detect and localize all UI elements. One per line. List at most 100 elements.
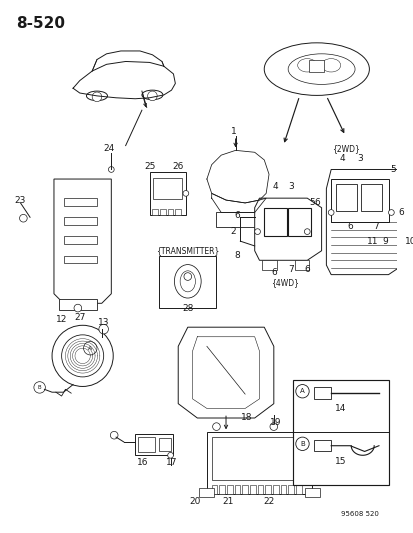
Bar xyxy=(402,217,413,237)
Bar xyxy=(292,380,387,485)
Circle shape xyxy=(19,214,27,222)
Bar xyxy=(313,440,330,451)
Text: 21: 21 xyxy=(222,497,233,506)
Text: 18: 18 xyxy=(241,413,252,422)
Circle shape xyxy=(328,209,333,215)
Circle shape xyxy=(147,91,157,101)
Bar xyxy=(263,208,287,237)
Text: {TRANSMITTER}: {TRANSMITTER} xyxy=(156,246,219,255)
Text: 5: 5 xyxy=(389,165,395,174)
Circle shape xyxy=(74,304,81,312)
Ellipse shape xyxy=(86,91,107,101)
Bar xyxy=(59,298,97,310)
Ellipse shape xyxy=(180,271,195,292)
Text: 16: 16 xyxy=(137,458,148,467)
Ellipse shape xyxy=(263,43,368,95)
Circle shape xyxy=(387,209,393,215)
Bar xyxy=(199,488,213,497)
Text: 4: 4 xyxy=(272,182,278,191)
Circle shape xyxy=(304,229,309,235)
Text: 13: 13 xyxy=(98,318,109,327)
Circle shape xyxy=(108,167,114,172)
Bar xyxy=(63,255,97,263)
Polygon shape xyxy=(178,327,273,418)
Circle shape xyxy=(212,423,220,431)
Ellipse shape xyxy=(321,59,340,72)
Bar xyxy=(242,485,247,495)
Circle shape xyxy=(92,92,102,102)
Bar xyxy=(330,179,387,222)
Bar xyxy=(295,485,301,495)
Bar xyxy=(206,432,311,495)
Ellipse shape xyxy=(297,59,316,72)
Bar xyxy=(175,209,180,215)
Bar xyxy=(234,485,240,495)
Text: A: A xyxy=(88,346,92,351)
Text: 25: 25 xyxy=(143,162,155,171)
Text: 9: 9 xyxy=(382,237,387,246)
Bar xyxy=(211,437,306,480)
Bar xyxy=(305,488,319,497)
Ellipse shape xyxy=(287,54,354,84)
Text: 7: 7 xyxy=(372,222,378,231)
Bar xyxy=(138,437,155,453)
Bar xyxy=(167,209,173,215)
Circle shape xyxy=(99,324,108,334)
Circle shape xyxy=(295,437,309,450)
Text: 14: 14 xyxy=(334,404,346,413)
Circle shape xyxy=(110,431,118,439)
Bar xyxy=(272,485,278,495)
Circle shape xyxy=(298,423,306,431)
Text: 6: 6 xyxy=(270,268,276,277)
Bar xyxy=(160,209,165,215)
Text: 22: 22 xyxy=(263,497,274,506)
Text: 5: 5 xyxy=(309,198,314,207)
Text: 6: 6 xyxy=(397,208,403,217)
Text: A: A xyxy=(299,388,304,394)
Circle shape xyxy=(62,335,103,377)
Bar xyxy=(63,198,97,206)
Text: 6: 6 xyxy=(234,211,240,220)
Bar xyxy=(287,485,293,495)
Bar xyxy=(294,260,309,270)
Bar xyxy=(135,434,173,455)
Text: 27: 27 xyxy=(74,313,85,322)
Polygon shape xyxy=(54,179,111,303)
Circle shape xyxy=(83,342,97,355)
Ellipse shape xyxy=(174,264,201,298)
Text: 7: 7 xyxy=(287,265,293,274)
Circle shape xyxy=(295,384,309,398)
Text: 23: 23 xyxy=(15,196,26,205)
Text: B: B xyxy=(299,441,304,447)
Bar xyxy=(152,209,158,215)
Text: 15: 15 xyxy=(334,457,346,465)
Circle shape xyxy=(183,273,191,280)
Circle shape xyxy=(52,325,113,386)
Bar xyxy=(280,485,285,495)
Bar xyxy=(211,485,217,495)
Text: 24: 24 xyxy=(104,144,115,153)
Bar xyxy=(360,184,381,211)
Text: 6: 6 xyxy=(304,265,309,274)
Text: 10: 10 xyxy=(404,237,413,246)
Circle shape xyxy=(183,190,188,196)
Text: B: B xyxy=(38,385,41,390)
Text: 28: 28 xyxy=(182,304,193,312)
Text: 6: 6 xyxy=(347,222,352,231)
Text: 12: 12 xyxy=(56,315,67,324)
Text: 1: 1 xyxy=(230,127,236,136)
Circle shape xyxy=(167,453,173,458)
Bar xyxy=(309,60,324,72)
Bar xyxy=(63,217,97,225)
Circle shape xyxy=(269,423,277,431)
Text: {4WD}: {4WD} xyxy=(271,278,299,287)
Text: 2: 2 xyxy=(230,227,236,236)
Bar xyxy=(335,184,356,211)
Bar xyxy=(219,485,225,495)
Bar xyxy=(313,387,330,399)
Bar xyxy=(63,237,97,244)
Text: 4: 4 xyxy=(339,154,344,163)
Polygon shape xyxy=(325,169,402,274)
Ellipse shape xyxy=(142,90,163,100)
Text: 95608 520: 95608 520 xyxy=(340,511,377,516)
